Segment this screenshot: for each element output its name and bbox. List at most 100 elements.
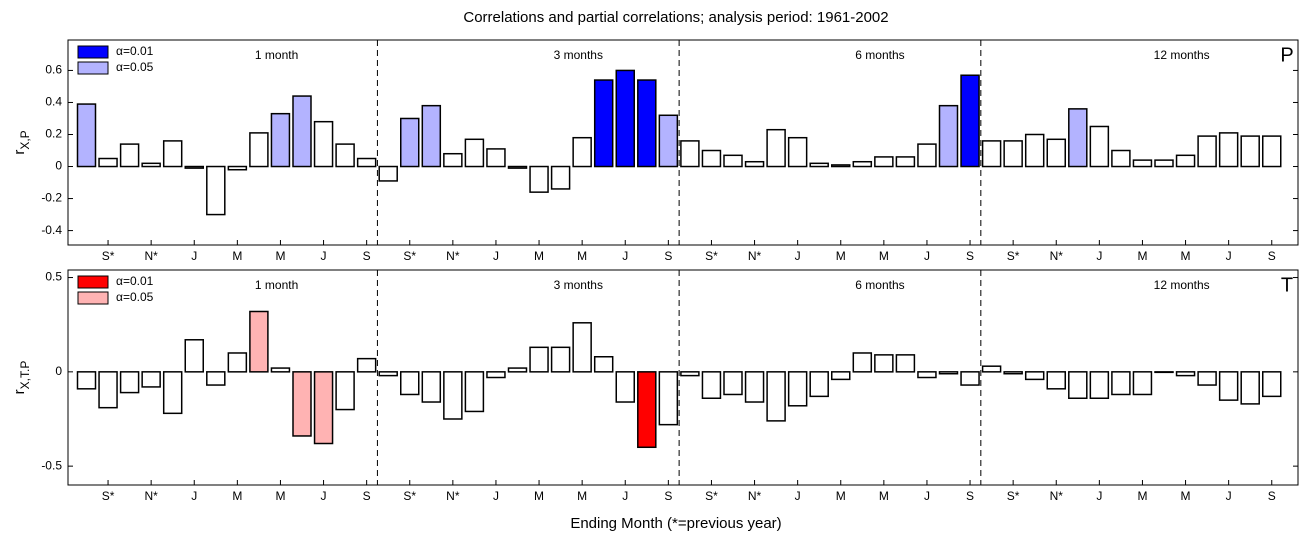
panel-label: T bbox=[1281, 274, 1293, 296]
bar bbox=[593, 79, 614, 168]
bar bbox=[895, 354, 916, 373]
bar bbox=[723, 154, 743, 168]
bar bbox=[637, 371, 657, 449]
bar bbox=[831, 371, 851, 381]
x-tick-label: M bbox=[534, 489, 544, 503]
bar bbox=[852, 160, 873, 168]
x-tick-label: N* bbox=[446, 489, 460, 503]
legend-swatch bbox=[77, 45, 109, 59]
x-tick-label: J bbox=[795, 249, 801, 263]
group-label: 12 months bbox=[1154, 278, 1210, 292]
group-label: 6 months bbox=[855, 48, 904, 62]
bar bbox=[141, 162, 161, 168]
x-tick-label: J bbox=[924, 249, 930, 263]
bar bbox=[335, 371, 355, 411]
y-tick-label: 0.6 bbox=[45, 63, 62, 77]
bar bbox=[550, 346, 571, 373]
group-label: 3 months bbox=[554, 278, 603, 292]
x-tick-label: M bbox=[836, 249, 846, 263]
bar bbox=[615, 69, 635, 168]
x-tick-label: J bbox=[493, 489, 499, 503]
y-tick-label: -0.5 bbox=[41, 458, 62, 472]
bar bbox=[119, 371, 140, 394]
y-axis-label-symbol: r bbox=[11, 389, 28, 394]
bar bbox=[421, 371, 442, 403]
x-tick-label: M bbox=[879, 489, 889, 503]
bar bbox=[572, 322, 592, 373]
y-tick-label: 0.2 bbox=[45, 127, 62, 141]
x-axis-label: Ending Month (*=previous year) bbox=[570, 515, 781, 532]
bar bbox=[680, 140, 700, 168]
x-tick-label: S bbox=[966, 249, 974, 263]
group-label: 1 month bbox=[255, 48, 298, 62]
y-tick-label: -0.2 bbox=[41, 191, 62, 205]
x-tick-label: S bbox=[664, 489, 672, 503]
bar bbox=[378, 165, 398, 182]
bar bbox=[313, 371, 334, 445]
bar bbox=[637, 79, 657, 168]
legend-label: α=0.05 bbox=[116, 290, 154, 304]
group-label: 12 months bbox=[1154, 48, 1210, 62]
bar bbox=[464, 371, 485, 413]
bar bbox=[270, 367, 291, 373]
bar bbox=[1175, 371, 1196, 377]
bar bbox=[184, 165, 204, 169]
bar bbox=[335, 143, 355, 168]
bar bbox=[593, 356, 614, 373]
bar bbox=[162, 140, 183, 168]
x-tick-label: J bbox=[191, 489, 197, 503]
bar bbox=[1024, 133, 1045, 168]
bar bbox=[227, 352, 248, 373]
x-tick-label: S* bbox=[705, 249, 718, 263]
bar bbox=[615, 371, 635, 403]
x-tick-label: S bbox=[1268, 249, 1276, 263]
group-label: 1 month bbox=[255, 278, 298, 292]
bar bbox=[766, 371, 786, 422]
bar bbox=[981, 365, 1002, 373]
bar bbox=[701, 371, 722, 399]
bar bbox=[292, 95, 312, 168]
x-tick-label: J bbox=[1096, 249, 1102, 263]
bar bbox=[1197, 371, 1217, 386]
bar bbox=[960, 74, 980, 168]
x-tick-label: M bbox=[232, 489, 242, 503]
y-tick-label: 0.4 bbox=[45, 95, 62, 109]
x-tick-label: N* bbox=[748, 489, 762, 503]
x-tick-label: S* bbox=[102, 249, 115, 263]
bar bbox=[292, 371, 312, 437]
x-tick-label: J bbox=[1226, 489, 1232, 503]
bar bbox=[486, 371, 506, 379]
bar bbox=[658, 114, 679, 168]
x-tick-label: M bbox=[275, 489, 285, 503]
x-tick-label: N* bbox=[446, 249, 460, 263]
x-tick-label: M bbox=[1137, 249, 1147, 263]
bar bbox=[1089, 371, 1110, 399]
x-tick-label: M bbox=[275, 249, 285, 263]
x-tick-label: S bbox=[363, 489, 371, 503]
y-axis-label: rX,T.P bbox=[11, 361, 32, 395]
bar bbox=[98, 157, 118, 168]
bar bbox=[744, 160, 765, 168]
x-tick-label: J bbox=[1226, 249, 1232, 263]
group-label: 6 months bbox=[855, 278, 904, 292]
bar bbox=[917, 371, 937, 379]
bar bbox=[938, 371, 959, 375]
x-tick-label: N* bbox=[144, 489, 158, 503]
bar bbox=[1046, 138, 1066, 168]
bar bbox=[227, 165, 248, 171]
x-tick-label: S* bbox=[1007, 249, 1020, 263]
bar bbox=[1154, 371, 1174, 374]
x-tick-label: S* bbox=[403, 249, 416, 263]
x-tick-label: M bbox=[1137, 489, 1147, 503]
bar bbox=[1240, 135, 1260, 168]
bar bbox=[1089, 125, 1110, 168]
bar bbox=[787, 136, 808, 168]
bar bbox=[874, 156, 894, 168]
x-tick-label: S bbox=[1268, 489, 1276, 503]
bar bbox=[443, 152, 463, 168]
bar bbox=[76, 371, 97, 390]
bar bbox=[421, 104, 442, 168]
bar bbox=[572, 136, 592, 168]
x-tick-label: S bbox=[363, 249, 371, 263]
bar bbox=[507, 367, 528, 373]
